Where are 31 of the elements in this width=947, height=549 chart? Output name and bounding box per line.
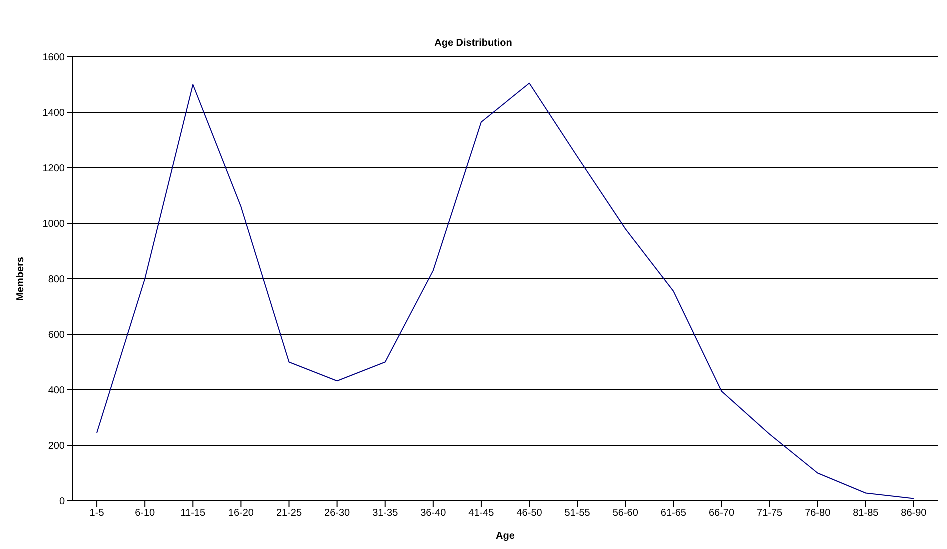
x-tick-label: 36-40 <box>420 508 447 520</box>
x-tick-label: 86-90 <box>901 508 928 520</box>
x-tick-label: 76-80 <box>805 508 832 520</box>
y-tick-label: 400 <box>48 386 66 397</box>
line-series <box>96 82 914 500</box>
x-tick-label: 1-5 <box>90 508 105 520</box>
y-axis-title: Members <box>16 256 27 301</box>
x-tick-label: 41-45 <box>468 508 495 520</box>
y-tick-label: 1200 <box>42 164 66 175</box>
x-tick-label: 21-25 <box>276 508 302 520</box>
y-tick-label: 1400 <box>42 108 66 120</box>
x-tick-label: 81-85 <box>853 508 880 520</box>
x-tick-label: 31-35 <box>372 508 399 520</box>
x-tick-label: 61-65 <box>660 508 687 520</box>
x-axis-title: Age <box>496 531 516 542</box>
x-tick-label: 71-75 <box>757 508 784 520</box>
chart-title: Age Distribution <box>434 38 514 49</box>
x-tick-label: 66-70 <box>708 508 735 520</box>
x-tick-label: 16-20 <box>228 508 254 520</box>
x-tick-label: 26-30 <box>324 508 351 520</box>
x-tick-label: 46-50 <box>516 508 543 520</box>
y-tick-label: 0 <box>59 496 66 508</box>
x-tick-label: 11-15 <box>180 508 206 520</box>
y-tick-label: 800 <box>48 274 66 286</box>
y-tick-label: 1000 <box>42 219 66 230</box>
y-tick-label: 1600 <box>42 52 66 64</box>
y-tick-label: 600 <box>48 330 66 342</box>
x-tick-label: 56-60 <box>612 508 639 520</box>
x-tick-label: 51-55 <box>564 508 591 520</box>
x-tick-label: 6-10 <box>135 508 156 520</box>
y-tick-label: 200 <box>48 441 66 452</box>
